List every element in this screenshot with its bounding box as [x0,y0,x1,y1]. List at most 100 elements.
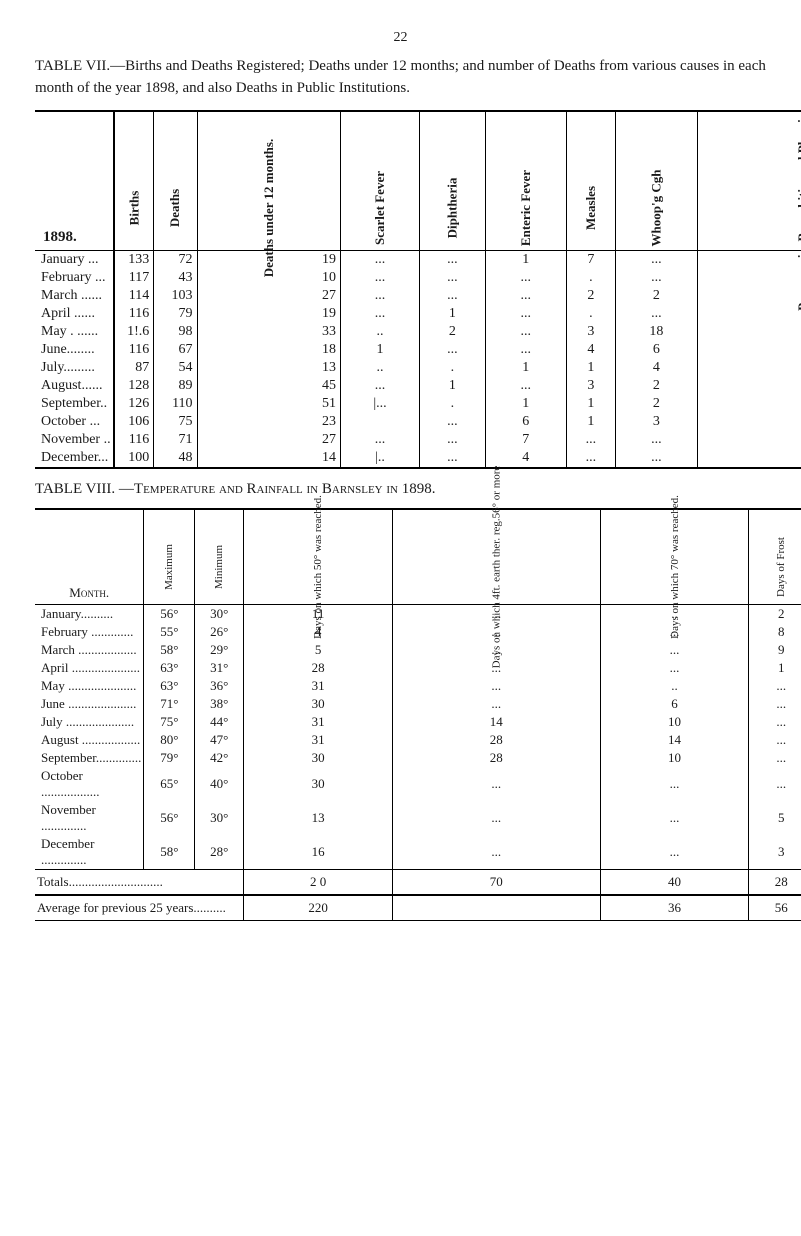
table-row: April .....................63°31°28.....… [35,659,801,677]
t7-h-whoop: Whoop'g Cgh [615,111,697,251]
data-cell: . [419,359,485,377]
table-row: July .....................75°44°311410..… [35,713,801,731]
t8-totals-row: Totals............................. 2 0 … [35,869,801,895]
month-cell: March .................. [35,641,144,659]
data-cell: 13 [244,801,393,835]
data-cell: 56° [144,801,195,835]
t8-total-cell: 70 [392,869,600,895]
data-cell: ... [749,749,801,767]
data-cell: ... [392,767,600,801]
data-cell: 7 [566,251,615,270]
month-cell: July......... [35,359,114,377]
data-cell: 31 [244,731,393,749]
data-cell: ... [341,287,420,305]
table-row: October ...1067523...61318...867 [35,413,801,431]
month-cell: March ...... [35,287,114,305]
data-cell: 28 [244,659,393,677]
t7-h-diph: Diphtheria [419,111,485,251]
data-cell: 110 [154,395,197,413]
t7-h-births: Births [114,111,154,251]
data-cell: 1!.6 [114,323,154,341]
data-cell: 19 [197,305,340,323]
table-row: September..............79°42°302810...5·… [35,749,801,767]
data-cell: ... [749,677,801,695]
data-cell: 89 [154,377,197,395]
data-cell: 23 [197,413,340,431]
data-cell: 1 [485,251,566,270]
data-cell: 103 [154,287,197,305]
data-cell: 54 [154,359,197,377]
data-cell: 58° [144,641,195,659]
data-cell: ... [600,835,749,870]
data-cell: 98 [154,323,197,341]
data-cell: 4 [697,395,801,413]
data-cell: 1 [566,413,615,431]
data-cell: 67 [154,341,197,359]
month-cell: April ...... [35,305,114,323]
data-cell: ... [485,377,566,395]
data-cell: ... [392,677,600,695]
data-cell: ... [485,341,566,359]
data-cell: ... [749,731,801,749]
data-cell: . [419,395,485,413]
data-cell: 6 [615,341,697,359]
data-cell: 44° [195,713,244,731]
data-cell: 9 [697,377,801,395]
month-cell: February ... [35,269,114,287]
data-cell: 1 [485,359,566,377]
data-cell: ... [419,251,485,270]
data-cell: 2 [615,287,697,305]
month-cell: October ... [35,413,114,431]
t8-total-cell: 28 [749,869,801,895]
data-cell [341,413,420,431]
table-row: May .....................63°36°31.......… [35,677,801,695]
data-cell: . [566,269,615,287]
data-cell: . [566,305,615,323]
data-cell: 5 [749,801,801,835]
month-cell: October .................. [35,767,144,801]
data-cell: 6 [600,695,749,713]
data-cell: ... [341,269,420,287]
data-cell: ... [419,413,485,431]
data-cell: 7 [485,431,566,449]
t8-h-d56: Days on which 4ft. earth ther. reg.56° o… [392,509,600,604]
data-cell: 47° [195,731,244,749]
data-cell: 3 [566,323,615,341]
data-cell: 128 [114,377,154,395]
data-cell: 48 [154,449,197,468]
data-cell: 106 [114,413,154,431]
data-cell: 40° [195,767,244,801]
data-cell: 18 [197,341,340,359]
table-row: September..12611051|....1124...6379 [35,395,801,413]
t7-h-pneu: Pneumonia, Bronchitis, and Pleurisy. [697,111,801,251]
t8-avg-cell: 220 [244,895,393,921]
data-cell: 27 [197,287,340,305]
data-cell: 71 [154,431,197,449]
month-cell: August .................. [35,731,144,749]
t7-year: 1898. [35,111,114,251]
data-cell: 30 [244,767,393,801]
month-cell: August...... [35,377,114,395]
t7-h-deaths: Deaths [154,111,197,251]
data-cell: ... [485,323,566,341]
table-row: November ..1167127......7......1114211 [35,431,801,449]
data-cell: 11 [697,431,801,449]
data-cell: 51 [197,395,340,413]
t8-avg-cell [392,895,600,921]
data-cell: 1 [419,305,485,323]
data-cell: 117 [114,269,154,287]
t8-avg-label: Average for previous 25 years.......... [35,895,244,921]
data-cell: 15 [697,323,801,341]
data-cell: 36° [195,677,244,695]
data-cell: 116 [114,341,154,359]
data-cell: 4 [566,341,615,359]
data-cell: 114 [114,287,154,305]
t8-h-d70: Days on which 70° was reached. [600,509,749,604]
table-row: November ..............56°30°13......517… [35,801,801,835]
table-row: July.........875413...1147:..725 [35,359,801,377]
t7-h-measles: Measles [566,111,615,251]
data-cell: 100 [114,449,154,468]
data-cell: 14 [600,731,749,749]
t8-h-frost: Days of Frost [749,509,801,604]
data-cell: ... [749,713,801,731]
